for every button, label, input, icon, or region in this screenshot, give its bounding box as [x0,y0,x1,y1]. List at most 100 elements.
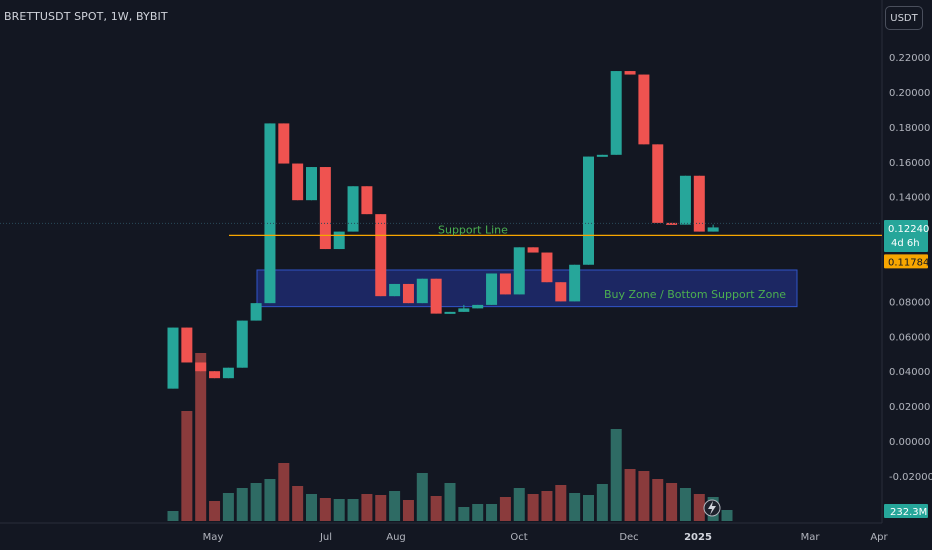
candle-body [583,156,594,265]
volume-bar [472,504,484,521]
support-line-label: Support Line [438,223,508,236]
candle-body [306,167,317,201]
volume-bar [679,488,691,521]
candle-body [569,264,581,302]
candle-body [555,282,567,302]
volume-bar [430,496,442,521]
volume-bar [250,483,262,521]
price-tick-label: -0.02000 [889,472,932,483]
symbol-title: BRETTUSDT SPOT, 1W, BYBIT [4,10,168,23]
candle-body [389,283,401,297]
volume-bar [319,498,331,521]
candle-body [430,278,442,314]
volume-bar [541,491,553,521]
candle-body [416,278,428,304]
volume-bar [181,411,193,521]
volume-bar [416,473,428,521]
candle-body [361,186,373,215]
volume-bar [375,495,387,521]
price-tick-label: 0.04000 [889,367,930,378]
volume-bar [527,494,539,521]
volume-bar [361,494,373,521]
volume-bar [666,483,678,521]
candle-body [666,222,678,225]
countdown-value: 4d 6h [891,238,920,249]
currency-button[interactable]: USDT [885,6,923,30]
candle-body [624,71,636,75]
time-tick-label: Dec [619,532,638,543]
candle-body [638,74,650,145]
volume-bar [555,485,567,521]
volume-bar [347,499,359,521]
volume-bar [499,497,511,521]
current-price-value: 0.12240 [888,224,929,235]
volume-bar [458,507,470,521]
candle-body [333,231,345,250]
candle-body [222,367,234,379]
volume-bar [333,499,345,521]
volume-bar [167,511,179,521]
time-tick-label: Mar [801,532,821,543]
candle-body [236,320,248,368]
candle-body [402,283,414,304]
current-price-badge [884,220,928,252]
volume-bar [693,494,705,521]
candle-body [181,327,193,363]
candle-body [264,123,276,304]
candle-body [347,186,359,232]
candle-body [319,167,331,250]
buy-zone-box [256,269,798,308]
time-tick-label: Apr [870,532,888,543]
lightning-glyph [708,501,716,515]
candle-body [209,371,221,379]
time-tick-label: Jul [319,532,332,543]
volume-bar [486,504,498,521]
volume-bar [583,495,594,521]
candle-body [679,175,691,225]
volume-bar [638,471,650,521]
volume-bar [569,493,581,521]
buy-zone-label: Buy Zone / Bottom Support Zone [604,288,786,301]
volume-bar [596,484,608,521]
price-tick-label: 0.00000 [889,437,930,448]
price-tick-label: 0.22000 [889,53,930,64]
candle-body [375,214,387,297]
candle-body [486,273,498,305]
volume-bar [444,483,456,521]
candle-body [472,304,484,309]
volume-bar [624,469,636,521]
price-tick-label: 0.16000 [889,158,930,169]
support-price-badge [884,254,928,269]
volume-bar [389,491,401,521]
price-tick-label: 0.08000 [889,297,930,308]
volume-bar [292,486,304,521]
volume-bar [513,488,525,521]
candle-body [527,247,539,253]
volume-bar [264,479,276,521]
price-tick-label: 0.20000 [889,88,930,99]
time-tick-label: May [203,532,224,543]
volume-bar [652,479,664,521]
volume-badge [884,504,928,518]
time-tick-label: 2025 [684,532,712,543]
price-tick-label: 0.14000 [889,193,930,204]
volume-bar [222,493,234,521]
candle-body [513,247,525,295]
time-tick-label: Oct [510,532,527,543]
candle-body [458,308,470,312]
price-tick-label: 0.06000 [889,332,930,343]
support-price-value: 0.11784 [888,257,929,268]
candle-body [610,71,622,155]
volume-bar [610,429,622,521]
candle-body [250,303,262,321]
volume-bar [278,463,290,521]
volume-bar [195,353,207,521]
volume-bar [236,488,248,521]
price-tick-label: 0.18000 [889,123,930,134]
candle-body [499,273,511,295]
volume-bar [209,501,221,521]
candle-body [652,144,664,223]
volume-bar [721,510,733,521]
